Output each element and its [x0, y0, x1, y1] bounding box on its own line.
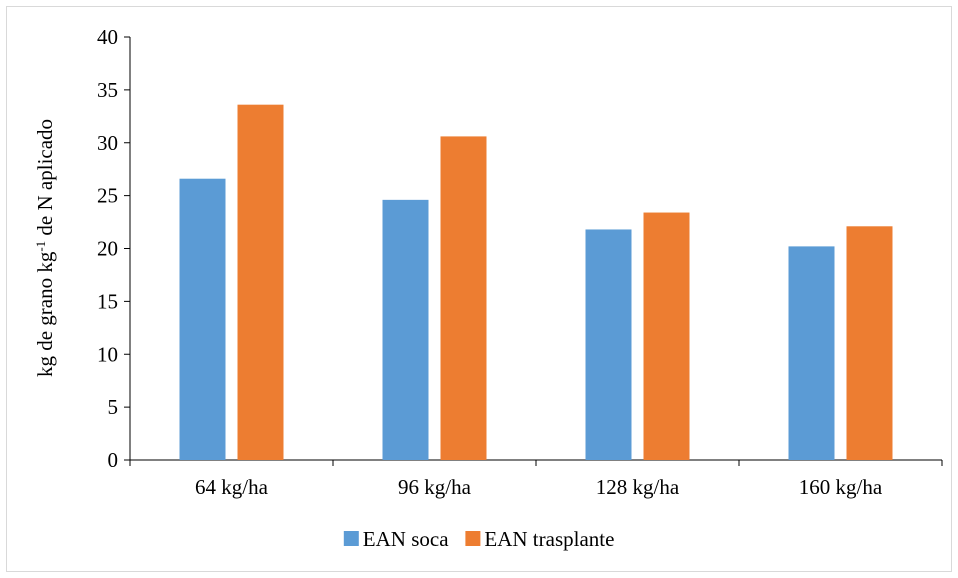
y-axis-title: kg de grano kg-1 de N aplicado	[33, 119, 58, 377]
bar-soca	[179, 178, 226, 460]
legend-swatch-trasplante	[465, 531, 481, 546]
legend-label-trasplante: EAN trasplante	[484, 527, 614, 551]
bar-soca	[585, 229, 632, 460]
y-tick-label: 10	[97, 342, 118, 366]
bar-trasplante	[237, 104, 284, 461]
bar-soca	[788, 246, 835, 460]
y-axis-title-sup: -1	[33, 241, 48, 252]
y-axis-title-main: kg de grano kg	[33, 251, 57, 377]
y-tick-label: 25	[97, 184, 118, 208]
bar-trasplante	[440, 136, 487, 460]
y-tick-label: 0	[108, 448, 119, 472]
legend-swatch-soca	[343, 531, 359, 546]
bar-soca	[382, 199, 429, 461]
x-tick-label: 96 kg/ha	[398, 475, 472, 499]
y-tick-label: 20	[97, 237, 118, 261]
y-tick-label: 5	[108, 395, 119, 419]
x-tick-label: 64 kg/ha	[195, 475, 269, 499]
plot-area: 0 5 10 15 20 25 30 35 40 64 kg/ha 96 kg/ha 128 kg/h…	[97, 25, 943, 499]
x-tick-label: 128 kg/ha	[596, 475, 680, 499]
y-tick-label: 15	[97, 289, 118, 313]
legend-label-soca: EAN soca	[363, 527, 449, 551]
bar-trasplante	[846, 226, 893, 460]
x-tick-label: 160 kg/ha	[799, 475, 883, 499]
y-tick-label: 35	[97, 78, 118, 102]
y-tick-label: 40	[97, 25, 118, 49]
bar-trasplante	[643, 212, 690, 460]
y-axis-title-rest: de N aplicado	[33, 119, 57, 241]
y-tick-label: 30	[97, 131, 118, 155]
legend: EAN soca EAN trasplante	[343, 527, 614, 551]
